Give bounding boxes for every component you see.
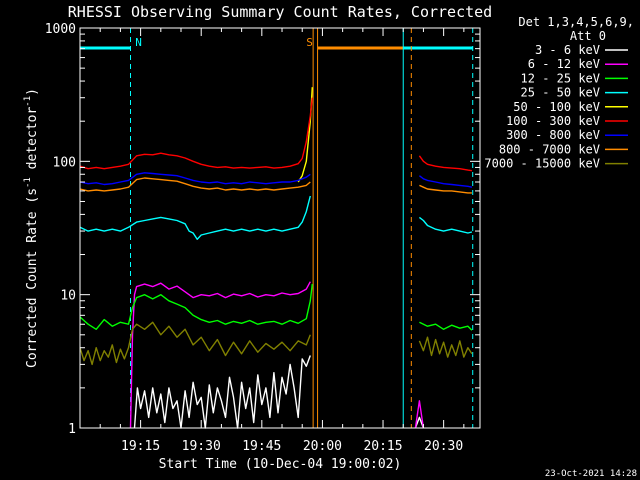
legend-label: 100 - 300 keV xyxy=(506,114,600,128)
series-line xyxy=(419,321,473,331)
legend-label: 6 - 12 keV xyxy=(528,57,600,71)
legend-header-line-1: Det 1,3,4,5,6,9, xyxy=(518,15,634,29)
x-axis: 19:15 19:30 19:45 20:00 20:15 20:30 xyxy=(79,28,465,454)
plot-frame xyxy=(79,27,481,429)
series-group xyxy=(79,321,473,366)
series-line xyxy=(418,216,473,234)
y-axis-label-end: ) xyxy=(25,88,40,96)
series-line xyxy=(79,195,311,241)
x-axis-label: Start Time (10-Dec-04 19:00:02) xyxy=(159,457,402,472)
y-axis-label-sup2: -1 xyxy=(23,96,33,107)
series-line xyxy=(418,175,473,188)
series-line xyxy=(79,172,311,186)
y-axis-label: Corrected Count Rate (s-1 detector-1) xyxy=(23,88,40,368)
legend-label: 50 - 100 keV xyxy=(513,100,600,114)
series-line xyxy=(79,97,313,170)
series-line xyxy=(79,321,311,366)
legend-header-line-2: Att 0 xyxy=(570,29,606,43)
legend-label: 25 - 50 keV xyxy=(521,86,600,100)
footer-timestamp: 23-Oct-2021 14:28 xyxy=(545,469,637,479)
series-group xyxy=(133,355,425,429)
flag-label: S xyxy=(306,36,313,49)
series-line xyxy=(414,416,425,429)
series-group xyxy=(79,284,473,331)
series-line xyxy=(133,355,311,429)
series-group xyxy=(79,97,473,172)
series-group xyxy=(79,195,473,241)
series-group xyxy=(129,281,425,429)
y-tick-label: 10 xyxy=(60,289,76,304)
y-tick-label: 100 xyxy=(53,155,76,170)
x-tick-label: 19:30 xyxy=(182,439,221,454)
x-tick-label: 20:30 xyxy=(424,439,463,454)
series-line xyxy=(419,184,472,194)
series-line xyxy=(129,281,311,429)
flag-label: N xyxy=(135,36,142,49)
vertical-line-layer xyxy=(79,28,474,428)
y-tick-label: 1 xyxy=(68,422,76,437)
y-axis-label-sup1: -1 xyxy=(23,177,33,188)
series-line xyxy=(418,336,473,358)
chart-title: RHESSI Observing Summary Count Rates, Co… xyxy=(68,3,492,21)
x-tick-label: 20:15 xyxy=(363,439,402,454)
y-axis-label-mid: detector xyxy=(25,107,40,178)
legend-label: 300 - 800 keV xyxy=(506,128,600,142)
series-layer xyxy=(79,87,473,429)
series-group xyxy=(79,177,472,194)
legend-label: 7000 - 15000 keV xyxy=(484,157,600,171)
legend-label: 800 - 7000 keV xyxy=(499,142,600,156)
series-line xyxy=(79,177,311,192)
series-line xyxy=(418,155,473,172)
x-tick-label: 20:00 xyxy=(303,439,342,454)
y-axis: 1 10 100 1000 xyxy=(45,22,480,437)
series-line xyxy=(79,284,313,330)
x-tick-label: 19:15 xyxy=(121,439,160,454)
series-line xyxy=(414,400,425,429)
legend-label: 12 - 25 keV xyxy=(521,71,600,85)
x-tick-label: 19:45 xyxy=(242,439,281,454)
y-axis-label-main: Corrected Count Rate (s xyxy=(25,188,40,368)
series-group xyxy=(79,172,473,188)
legend-label: 3 - 6 keV xyxy=(535,43,600,57)
y-tick-label: 1000 xyxy=(45,22,76,37)
